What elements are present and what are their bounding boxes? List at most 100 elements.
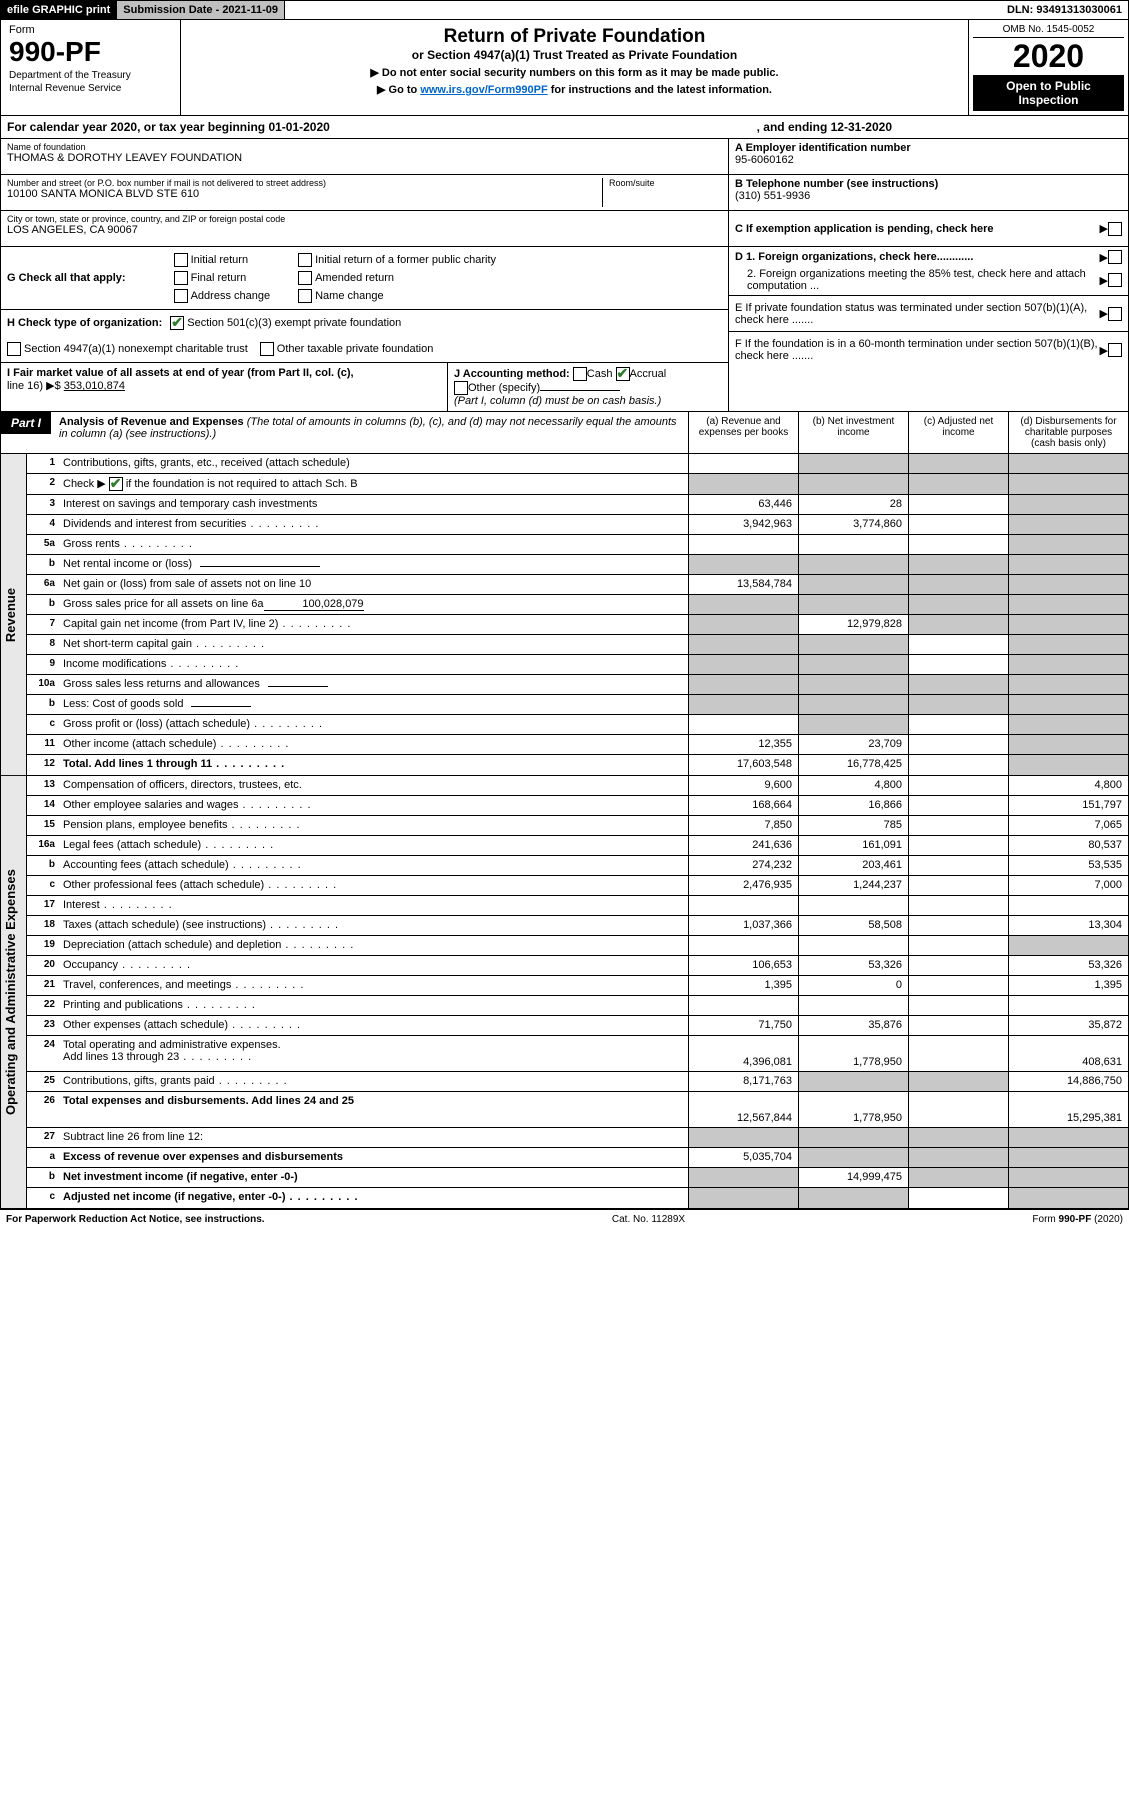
- table-row: bLess: Cost of goods sold: [27, 695, 1128, 715]
- checkbox-icon[interactable]: [7, 342, 21, 356]
- table-row: 15Pension plans, employee benefits7,8507…: [27, 816, 1128, 836]
- row-num: 8: [27, 635, 59, 654]
- g-final-return[interactable]: Final return: [174, 271, 271, 285]
- j-section: J Accounting method: Cash Accrual Other …: [448, 363, 728, 411]
- cell-d: 15,295,381: [1008, 1092, 1128, 1127]
- row-num: 27: [27, 1128, 59, 1147]
- row-num: b: [27, 595, 59, 614]
- checkbox-checked-icon[interactable]: [616, 367, 630, 381]
- h2-text: Section 4947(a)(1) nonexempt charitable …: [24, 343, 248, 355]
- d1-checkbox[interactable]: [1108, 250, 1122, 264]
- g-amended[interactable]: Amended return: [298, 271, 496, 285]
- row-num: b: [27, 555, 59, 574]
- f-checkbox[interactable]: [1108, 343, 1122, 357]
- r24-sub: Add lines 13 through 23: [63, 1051, 684, 1063]
- j-other[interactable]: Other (specify): [454, 382, 540, 394]
- cell-a: [688, 1128, 798, 1147]
- cell-b: 12,979,828: [798, 615, 908, 634]
- form-note1: ▶ Do not enter social security numbers o…: [187, 66, 962, 79]
- j-other-input[interactable]: [540, 390, 620, 391]
- e-checkbox[interactable]: [1108, 307, 1122, 321]
- h-label: H Check type of organization:: [7, 317, 162, 329]
- efile-button[interactable]: efile GRAPHIC print: [1, 1, 117, 19]
- checkbox-icon[interactable]: [174, 289, 188, 303]
- g2-text: Final return: [191, 272, 247, 284]
- checkbox-icon[interactable]: [298, 271, 312, 285]
- cell-a: 9,600: [688, 776, 798, 795]
- cell-a: [688, 615, 798, 634]
- revenue-table: Revenue 1Contributions, gifts, grants, e…: [0, 454, 1129, 776]
- j-accrual[interactable]: Accrual: [616, 368, 667, 380]
- h-501c3[interactable]: Section 501(c)(3) exempt private foundat…: [170, 316, 401, 330]
- row-num: b: [27, 1168, 59, 1187]
- j-label: J Accounting method:: [454, 368, 570, 380]
- checkbox-icon[interactable]: [260, 342, 274, 356]
- table-row: cOther professional fees (attach schedul…: [27, 876, 1128, 896]
- page-footer: For Paperwork Reduction Act Notice, see …: [0, 1209, 1129, 1229]
- form-subtitle: or Section 4947(a)(1) Trust Treated as P…: [187, 48, 962, 62]
- row-num: 21: [27, 976, 59, 995]
- checkbox-icon[interactable]: [454, 381, 468, 395]
- g-initial-public[interactable]: Initial return of a former public charit…: [298, 253, 496, 267]
- row-num: a: [27, 1148, 59, 1167]
- r5b-input[interactable]: [200, 566, 320, 567]
- checkbox-icon[interactable]: [298, 253, 312, 267]
- cell-c: [908, 535, 1008, 554]
- cell-c: [908, 796, 1008, 815]
- cell-b: 3,774,860: [798, 515, 908, 534]
- form990pf-link[interactable]: www.irs.gov/Form990PF: [420, 84, 547, 96]
- row-num: 18: [27, 916, 59, 935]
- checkbox-checked-icon[interactable]: [170, 316, 184, 330]
- h-4947[interactable]: Section 4947(a)(1) nonexempt charitable …: [7, 342, 248, 356]
- checkbox-icon[interactable]: [298, 289, 312, 303]
- r10a-input[interactable]: [268, 686, 328, 687]
- row-num: 22: [27, 996, 59, 1015]
- cell-c: [908, 735, 1008, 754]
- table-row: 5aGross rents: [27, 535, 1128, 555]
- row-num: 11: [27, 735, 59, 754]
- cell-a: 274,232: [688, 856, 798, 875]
- row-num: c: [27, 1188, 59, 1208]
- city-cell: City or town, state or province, country…: [1, 211, 728, 247]
- submission-date: Submission Date - 2021-11-09: [117, 1, 285, 19]
- table-row: 24Total operating and administrative exp…: [27, 1036, 1128, 1072]
- checkbox-icon[interactable]: [174, 253, 188, 267]
- checkbox-checked-icon[interactable]: [109, 477, 123, 491]
- form-word: Form: [9, 24, 172, 36]
- d2-checkbox[interactable]: [1108, 273, 1122, 287]
- row-num: 4: [27, 515, 59, 534]
- row-desc: Printing and publications: [59, 996, 688, 1015]
- cell-a: [688, 715, 798, 734]
- r10b-input[interactable]: [191, 706, 251, 707]
- table-row: bNet investment income (if negative, ent…: [27, 1168, 1128, 1188]
- cell-d: 13,304: [1008, 916, 1128, 935]
- form-title: Return of Private Foundation: [187, 26, 962, 48]
- cell-b: [798, 1128, 908, 1147]
- cell-d: 151,797: [1008, 796, 1128, 815]
- h-other-taxable[interactable]: Other taxable private foundation: [260, 342, 434, 356]
- g-address-change[interactable]: Address change: [174, 289, 271, 303]
- row-num: 12: [27, 755, 59, 775]
- cell-d: 7,065: [1008, 816, 1128, 835]
- row-num: b: [27, 695, 59, 714]
- addr-label: Number and street (or P.O. box number if…: [7, 178, 602, 188]
- checkbox-icon[interactable]: [573, 367, 587, 381]
- checkbox-icon[interactable]: [174, 271, 188, 285]
- dept-treasury: Department of the Treasury: [9, 70, 172, 81]
- e-cell: E If private foundation status was termi…: [729, 296, 1128, 332]
- cell-d: [1008, 896, 1128, 915]
- j-cash[interactable]: Cash: [573, 368, 613, 380]
- cell-d: [1008, 495, 1128, 514]
- row-num: 1: [27, 454, 59, 473]
- cell-a: 5,035,704: [688, 1148, 798, 1167]
- cell-c: [908, 695, 1008, 714]
- g-initial-return[interactable]: Initial return: [174, 253, 271, 267]
- row-desc: Contributions, gifts, grants paid: [59, 1072, 688, 1091]
- c-checkbox[interactable]: [1108, 222, 1122, 236]
- cell-b: [798, 474, 908, 494]
- cell-c: [908, 575, 1008, 594]
- row-num: 10a: [27, 675, 59, 694]
- g-name-change[interactable]: Name change: [298, 289, 496, 303]
- part1-header: Part I Analysis of Revenue and Expenses …: [0, 412, 1129, 454]
- cell-c: [908, 555, 1008, 574]
